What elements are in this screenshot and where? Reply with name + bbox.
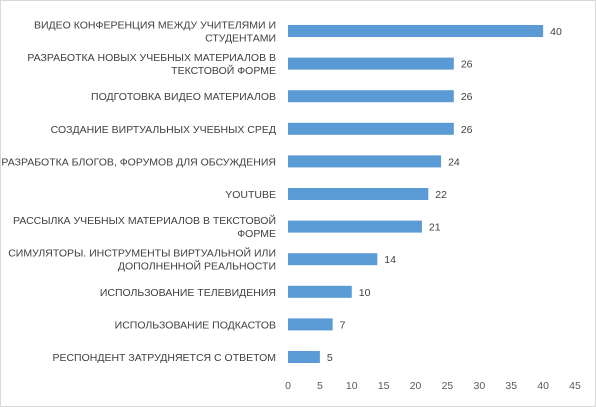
bar — [288, 90, 454, 103]
x-tick-label: 45 — [569, 380, 581, 392]
category-label: ИСПОЛЬЗОВАНИЕ ТЕЛЕВИДЕНИЯ — [100, 287, 276, 299]
value-label: 26 — [461, 124, 473, 136]
x-tick-label: 5 — [317, 380, 323, 392]
bar — [288, 57, 454, 70]
bar — [288, 220, 422, 233]
bars-group — [288, 25, 544, 363]
category-label: СИМУЛЯТОРЫ. ИНСТРУМЕНТЫ ВИРТУАЛЬНОЙ ИЛИ Д… — [8, 247, 276, 273]
bar — [288, 25, 544, 37]
x-tick-label: 40 — [537, 380, 549, 392]
value-labels-group: 40 26 26 26 24 22 21 14 10 7 5 — [327, 26, 562, 364]
category-label: YOUTUBE — [225, 189, 276, 201]
value-label: 26 — [461, 91, 473, 103]
x-tick-label: 0 — [285, 380, 291, 392]
value-label: 10 — [359, 287, 371, 299]
value-label: 14 — [384, 254, 396, 266]
category-label: РАЗРАБОТКА БЛОГОВ, ФОРУМОВ ДЛЯ ОБСУЖДЕНИ… — [1, 156, 276, 168]
category-label: ВИДЕО КОНФЕРЕНЦИЯ МЕЖДУ УЧИТЕЛЯМИ И СТУДЕ… — [34, 20, 276, 45]
bar — [288, 253, 378, 266]
value-label: 24 — [448, 156, 460, 168]
x-tick-label: 15 — [378, 380, 390, 392]
category-label: ИСПОЛЬЗОВАНИЕ ПОДКАСТОВ — [115, 319, 276, 331]
x-tick-label: 20 — [410, 380, 422, 392]
value-label: 40 — [550, 26, 562, 38]
bar — [288, 122, 454, 135]
bar — [288, 188, 429, 200]
x-axis-ticks-group: 0 5 10 15 20 25 30 35 40 45 — [285, 380, 581, 392]
x-tick-label: 10 — [346, 380, 358, 392]
bar — [288, 285, 352, 298]
category-label: РЕСПОНДЕНТ ЗАТРУДНЯЕТСЯ С ОТВЕТОМ — [52, 352, 276, 364]
category-label: РАЗРАБОТКА НОВЫХ УЧЕБНЫХ МАТЕРИАЛОВ В ТЕК… — [27, 52, 276, 77]
category-labels-group: ВИДЕО КОНФЕРЕНЦИЯ МЕЖДУ УЧИТЕЛЯМИ И СТУДЕ… — [1, 20, 276, 365]
value-label: 5 — [327, 352, 333, 364]
category-label: СОЗДАНИЕ ВИРТУАЛЬНЫХ УЧЕБНЫХ СРЕД — [51, 124, 276, 136]
category-label: РАССЫЛКА УЧЕБНЫХ МАТЕРИАЛОВ В ТЕКСТОВОЙ Ф… — [13, 214, 276, 240]
x-tick-label: 25 — [442, 380, 454, 392]
value-label: 26 — [461, 59, 473, 71]
category-label: ПОДГОТОВКА ВИДЕО МАТЕРИАЛОВ — [91, 91, 276, 103]
bar — [288, 155, 442, 168]
x-tick-label: 35 — [505, 380, 517, 392]
x-tick-label: 30 — [473, 380, 485, 392]
value-label: 22 — [435, 189, 447, 201]
value-label: 21 — [429, 222, 441, 234]
bar — [288, 318, 333, 331]
bar — [288, 351, 320, 363]
value-label: 7 — [340, 319, 346, 331]
